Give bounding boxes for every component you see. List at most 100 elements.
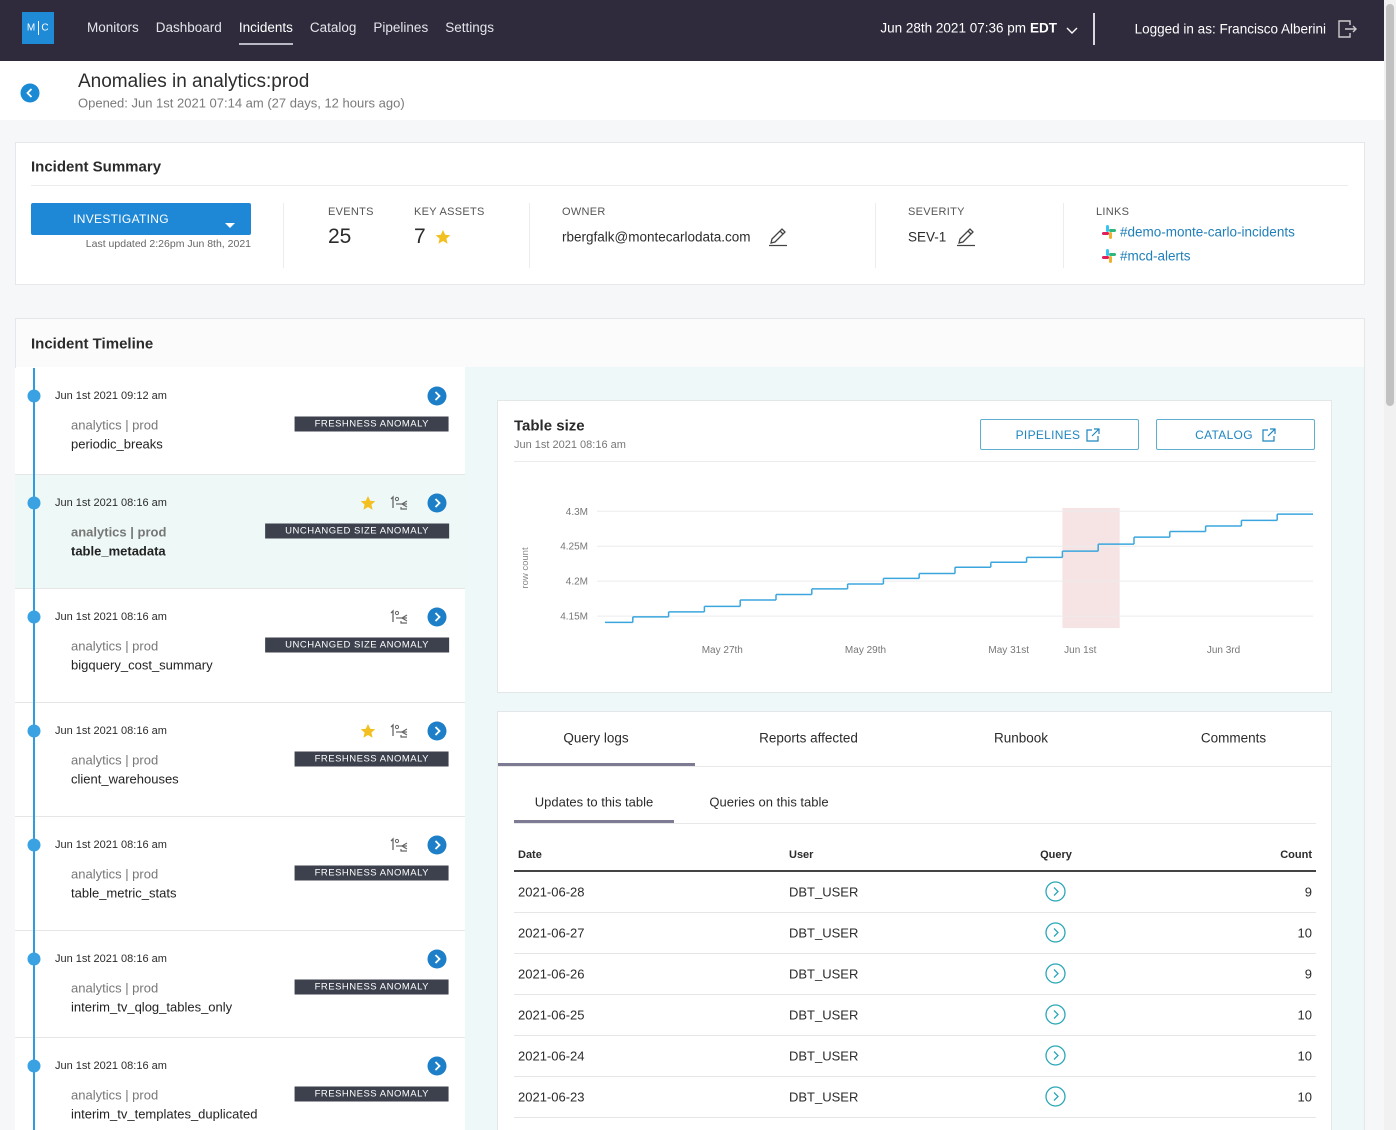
key-asset-star-svg <box>435 230 451 244</box>
back-button[interactable] <box>20 83 40 103</box>
row-rule <box>514 994 1316 995</box>
chart-button-label[interactable]: PIPELINES <box>1015 428 1081 442</box>
column-header: Date <box>518 849 542 861</box>
timeline-dot <box>27 496 41 510</box>
slack-link[interactable]: #mcd-alerts <box>1120 248 1191 264</box>
event-table: client_warehouses <box>71 771 179 787</box>
event-star <box>360 723 376 739</box>
event-first-icon <box>388 837 408 853</box>
logout-icon[interactable] <box>1337 19 1357 39</box>
nav-link[interactable]: Dashboard <box>155 20 222 35</box>
owner-label: OWNER <box>562 206 606 218</box>
event-badge: FRESHNESS ANOMALY <box>294 416 449 432</box>
query-button[interactable] <box>1045 881 1066 902</box>
event-open[interactable] <box>427 607 447 627</box>
cell-date: 2021-06-28 <box>518 884 585 900</box>
timeline-dot <box>27 838 41 852</box>
slack-icon-svg <box>1102 225 1116 239</box>
event-dataset: analytics | prod <box>71 524 167 540</box>
summary-rule <box>31 185 1348 186</box>
cell-date: 2021-06-27 <box>518 925 585 941</box>
event-badge: FRESHNESS ANOMALY <box>294 865 449 881</box>
timeline-title: Incident Timeline <box>31 335 154 353</box>
slack-icon-svg <box>1102 249 1116 263</box>
severity-value: SEV-1 <box>908 229 947 245</box>
logout-icon-svg <box>1338 20 1357 38</box>
nav-link[interactable]: Incidents <box>238 18 293 45</box>
tab[interactable]: Comments <box>1200 730 1267 746</box>
nav-link[interactable]: Pipelines <box>373 20 429 35</box>
event-dataset: analytics | prod <box>71 866 159 882</box>
scrollbar-thumb[interactable] <box>1386 4 1394 406</box>
event-open-svg <box>427 721 447 741</box>
owner-edit[interactable] <box>768 226 788 247</box>
cell-user: DBT_USER <box>789 925 859 941</box>
status-caret[interactable] <box>225 216 235 228</box>
logo-letter: C <box>41 22 49 34</box>
tabs-rule <box>498 766 1331 767</box>
event-dataset: analytics | prod <box>71 417 159 433</box>
timeline-dot-svg <box>27 838 41 852</box>
chart-subtitle: Jun 1st 2021 08:16 am <box>514 439 626 451</box>
cell-count: 9 <box>1304 966 1312 982</box>
nav-link[interactable]: Monitors <box>87 20 139 35</box>
event-open[interactable] <box>427 493 447 513</box>
event-table: periodic_breaks <box>71 436 163 452</box>
timeline-dot-svg <box>27 1059 41 1073</box>
timezone: EDT <box>1030 20 1057 36</box>
summary-title: Incident Summary <box>31 158 162 176</box>
event-time: Jun 1st 2021 08:16 am <box>55 611 167 623</box>
nav-divider <box>1093 13 1095 45</box>
subtab[interactable]: Queries on this table <box>709 794 829 810</box>
query-button[interactable] <box>1045 1045 1066 1066</box>
query-button[interactable] <box>1045 963 1066 984</box>
status-text[interactable]: INVESTIGATING <box>73 212 169 226</box>
cell-date: 2021-06-24 <box>518 1048 585 1064</box>
date-dropdown[interactable] <box>1066 23 1078 34</box>
slack-icon <box>1102 249 1116 263</box>
event-first-icon <box>388 609 408 625</box>
query-button[interactable] <box>1045 922 1066 943</box>
chart-button[interactable] <box>980 419 1139 450</box>
nav-link[interactable]: Catalog <box>309 20 357 35</box>
key-assets-label: KEY ASSETS <box>414 206 485 218</box>
chart-button[interactable] <box>1156 419 1315 450</box>
query-button[interactable] <box>1045 1004 1066 1025</box>
query-button-svg <box>1045 1004 1066 1025</box>
tab[interactable]: Query logs <box>563 730 629 746</box>
timeline-item[interactable] <box>15 1038 465 1130</box>
event-open[interactable] <box>427 721 447 741</box>
external-icon[interactable] <box>1262 428 1276 442</box>
event-time: Jun 1st 2021 08:16 am <box>55 1060 167 1072</box>
event-open[interactable] <box>427 835 447 855</box>
slack-link[interactable]: #demo-monte-carlo-incidents <box>1120 224 1295 240</box>
date-dropdown-svg <box>1066 27 1078 34</box>
chart-button-label[interactable]: CATALOG <box>1195 428 1253 442</box>
event-open[interactable] <box>427 386 447 406</box>
nav-links: Monitors Dashboard Incidents Catalog Pipelin… <box>87 18 494 45</box>
cell-count: 10 <box>1297 925 1312 941</box>
event-table: interim_tv_templates_duplicated <box>71 1106 258 1122</box>
opened-text: Opened: Jun 1st 2021 07:14 am (27 days, … <box>78 95 405 111</box>
owner-edit-svg <box>769 228 787 247</box>
subtab[interactable]: Updates to this table <box>534 794 654 810</box>
event-first-icon-svg <box>390 609 408 624</box>
event-time: Jun 1st 2021 08:16 am <box>55 953 167 965</box>
query-button-svg <box>1045 1045 1066 1066</box>
nav-link[interactable]: Settings <box>445 20 494 35</box>
status-button[interactable] <box>31 203 251 235</box>
subtabs-rule <box>514 823 1316 824</box>
event-badge: FRESHNESS ANOMALY <box>294 751 449 767</box>
tab[interactable]: Runbook <box>993 730 1049 746</box>
event-open[interactable] <box>427 949 447 969</box>
severity-edit[interactable] <box>956 226 976 247</box>
query-button[interactable] <box>1045 1086 1066 1107</box>
column-header: Count <box>1280 849 1312 861</box>
external-icon[interactable] <box>1086 428 1100 442</box>
event-open[interactable] <box>427 1056 447 1076</box>
event-table: bigquery_cost_summary <box>71 657 213 673</box>
cell-user: DBT_USER <box>789 1007 859 1023</box>
tab[interactable]: Reports affected <box>759 730 858 746</box>
query-button-svg <box>1045 922 1066 943</box>
header-bar <box>0 61 1384 120</box>
